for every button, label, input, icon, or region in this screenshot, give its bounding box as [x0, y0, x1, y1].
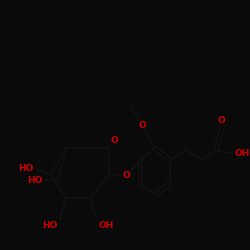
Text: O: O [111, 136, 119, 145]
Text: HO: HO [42, 221, 58, 230]
Text: O: O [123, 170, 131, 179]
Text: HO: HO [28, 176, 43, 186]
Text: HO: HO [18, 164, 34, 173]
Text: O: O [218, 116, 226, 125]
Text: OH: OH [99, 221, 114, 230]
Text: O: O [138, 121, 146, 130]
Text: OH: OH [234, 149, 250, 158]
